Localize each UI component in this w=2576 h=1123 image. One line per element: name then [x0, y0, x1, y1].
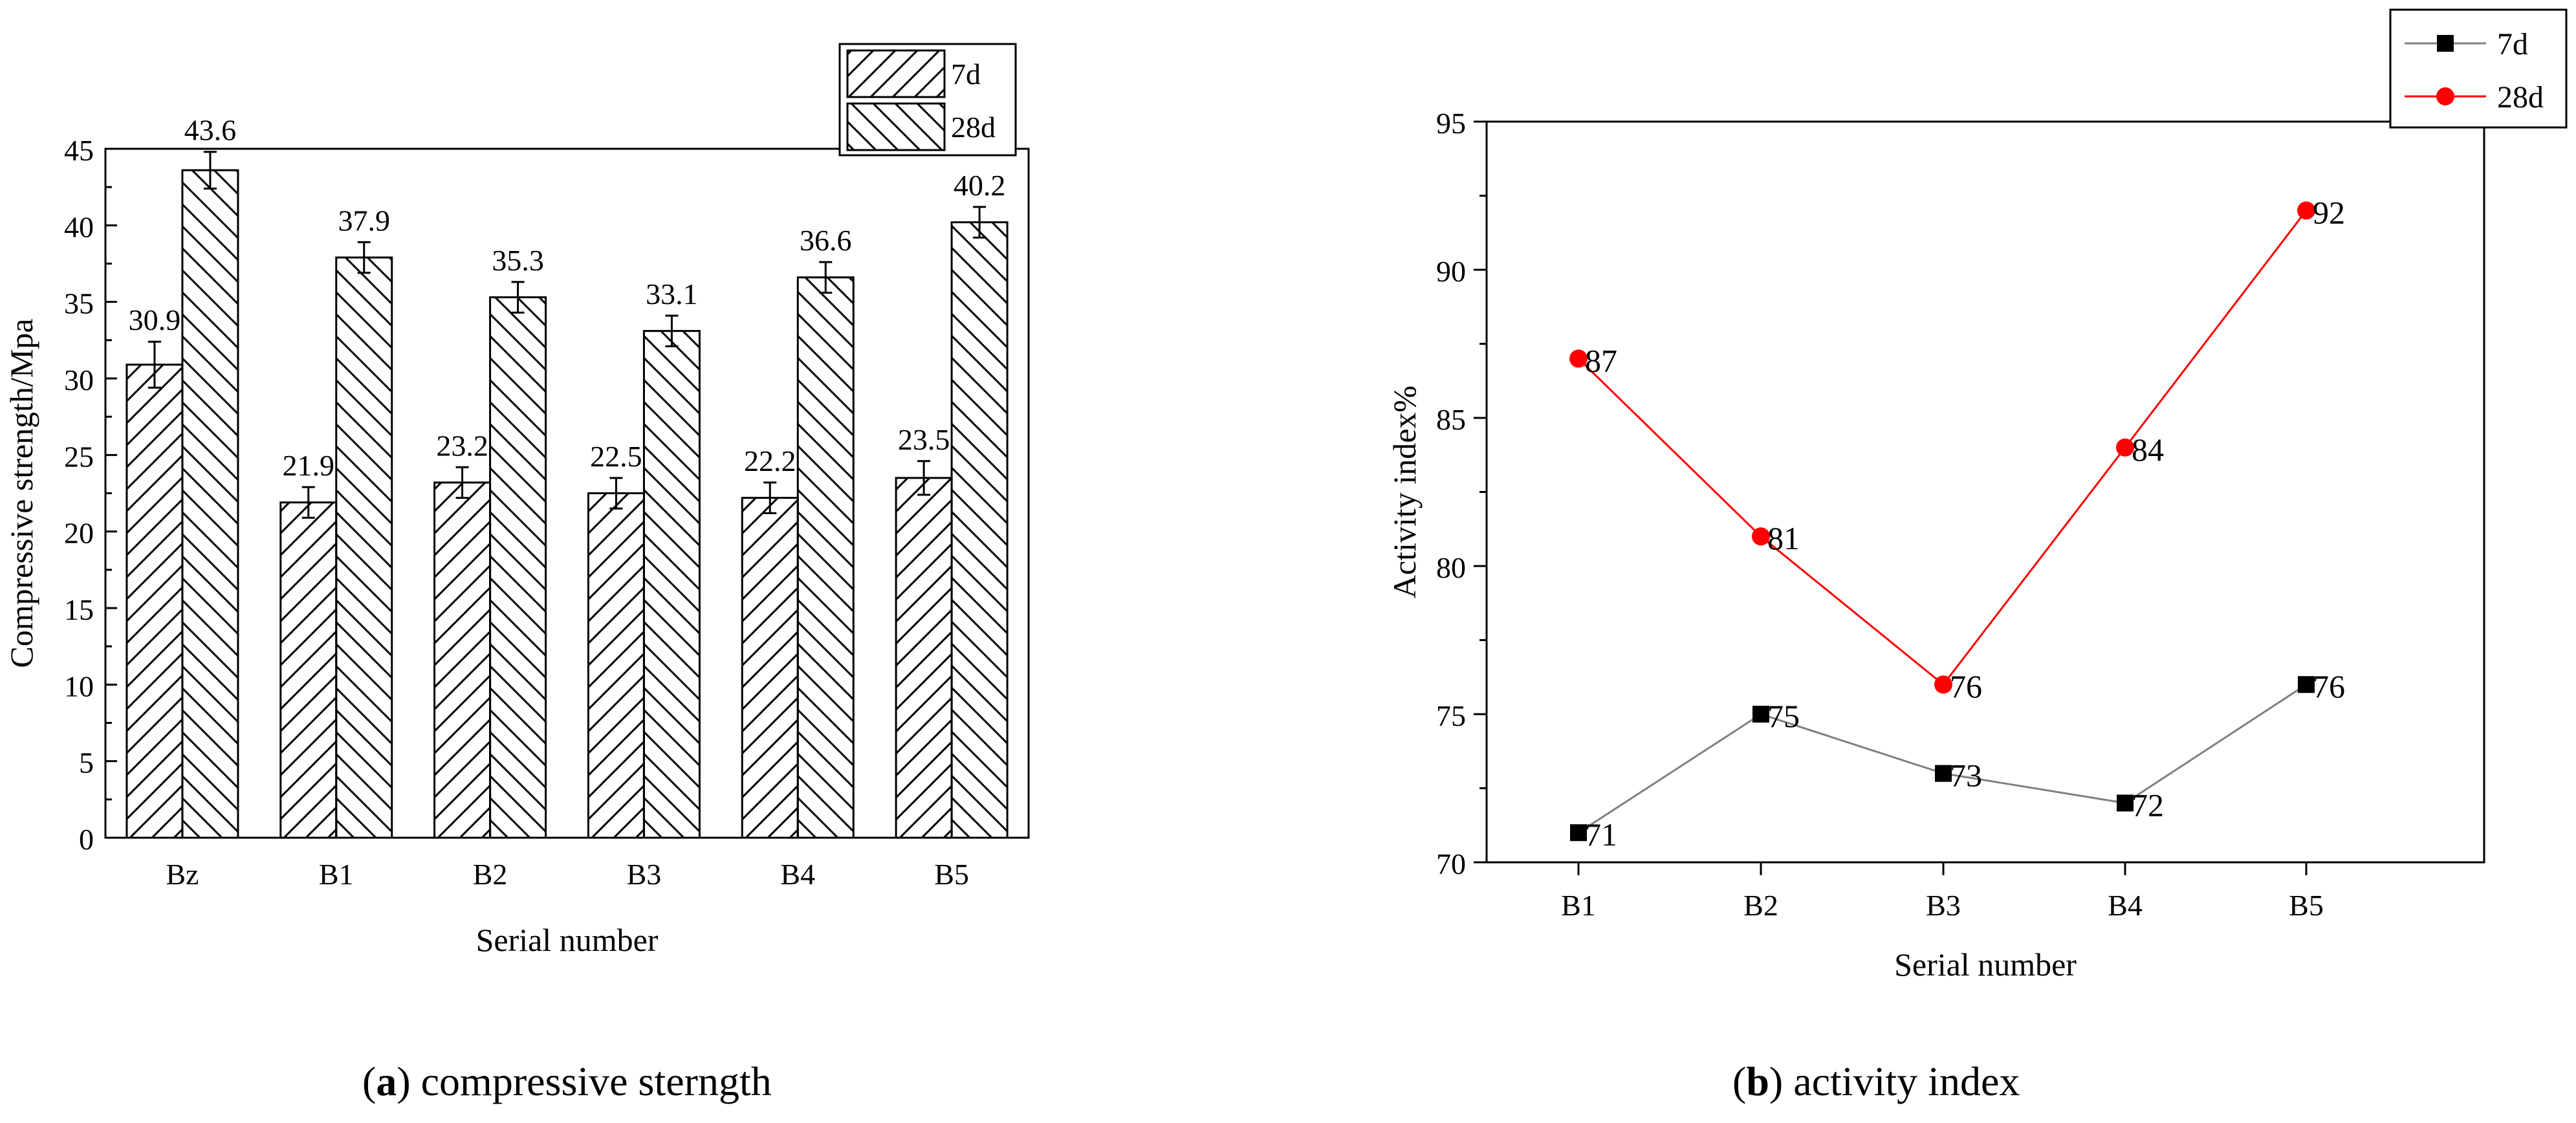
bar-7d	[587, 492, 645, 839]
x-tick-label: B4	[2108, 889, 2143, 922]
plot-frame	[104, 147, 1030, 839]
legend-marker-7d	[2437, 35, 2454, 52]
bar-28d	[489, 296, 547, 839]
bar-7d	[895, 477, 953, 839]
bar-28d	[335, 256, 393, 839]
line-chart-activity-index: 70 75 80 85 90 95 B1 B2 B3 B4 B5 71 75 73 72 76 87 81 76 84…	[1386, 8, 2568, 983]
data-label: 22.5	[590, 440, 642, 473]
series-line-7d	[1578, 683, 2307, 834]
plot-frame	[1485, 120, 2485, 864]
y-tick-label: 80	[1436, 551, 1466, 584]
data-label: 23.2	[436, 429, 488, 462]
data-label: 84	[2132, 431, 2164, 468]
x-tick-label: B1	[319, 858, 354, 891]
y-axis-label: Activity index%	[1386, 386, 1423, 598]
data-label: 73	[1950, 758, 1982, 794]
data-label: 37.9	[338, 204, 391, 237]
y-axis-label: Compressive strength/Mpa	[3, 318, 39, 668]
x-tick-label: B5	[934, 858, 969, 891]
x-tick-label: B3	[627, 858, 662, 891]
caption-letter: b	[1746, 1058, 1769, 1104]
x-tick-label: B2	[473, 858, 508, 891]
x-tick-label: B2	[1743, 889, 1778, 922]
legend-swatch-7d	[846, 49, 946, 98]
legend-label-28d: 28d	[951, 111, 996, 144]
x-tick-label: Bz	[166, 858, 199, 891]
data-label: 35.3	[492, 244, 544, 277]
caption-compressive-strength: (a) compressive sterngth	[362, 1058, 772, 1104]
data-label: 71	[1585, 816, 1617, 853]
y-tick-label: 25	[64, 440, 94, 473]
y-tick-label: 0	[79, 823, 94, 856]
legend-box	[2389, 8, 2568, 129]
x-axis-label: Serial number	[1894, 946, 2077, 983]
point-28d	[1934, 675, 1952, 694]
y-tick-label: 35	[64, 287, 94, 320]
legend-label-7d: 7d	[951, 58, 981, 91]
y-tick-label: 5	[79, 747, 94, 780]
x-tick-label: B4	[780, 858, 815, 891]
y-tick-label: 10	[64, 670, 94, 703]
data-label: 87	[1585, 342, 1617, 378]
y-tick-label: 70	[1436, 847, 1466, 880]
caption-letter: a	[376, 1058, 397, 1104]
data-label: 30.9	[129, 303, 181, 336]
y-tick-label: 45	[64, 134, 94, 167]
bar-28d	[950, 221, 1009, 839]
data-label: 21.9	[283, 449, 335, 482]
data-label: 76	[1950, 668, 1982, 704]
y-tick-label: 40	[64, 210, 94, 243]
data-label: 72	[2132, 787, 2164, 823]
data-label: 92	[2313, 194, 2345, 230]
bar-7d	[741, 497, 799, 839]
data-label: 40.2	[954, 169, 1006, 202]
y-tick-label: 20	[64, 517, 94, 550]
bar-7d	[279, 501, 338, 839]
point-28d	[1752, 527, 1770, 546]
legend-label-28d: 28d	[2497, 80, 2544, 114]
point-28d	[1569, 349, 1588, 368]
data-label: 75	[1767, 698, 1800, 734]
data-label: 23.5	[898, 423, 950, 456]
caption-text: activity index	[1793, 1058, 2020, 1104]
bar-28d	[181, 169, 239, 839]
point-7d	[2298, 676, 2315, 693]
bar-28d	[796, 276, 855, 839]
data-label: 81	[1767, 520, 1800, 556]
bar-chart-compressive-strength: 0 5 10 15 20 25 30 35 40 45 Bz 30.9 43.6 B1 21.9 37.9 B2…	[3, 43, 1030, 958]
point-28d	[2116, 438, 2134, 457]
x-tick-label: B5	[2289, 889, 2324, 922]
y-tick-label: 90	[1436, 255, 1466, 288]
x-tick-label: B3	[1926, 889, 1961, 922]
data-label: 33.1	[646, 278, 698, 311]
legend-swatch-28d	[846, 102, 946, 151]
legend-marker-28d	[2436, 87, 2454, 105]
x-tick-label: B1	[1561, 889, 1596, 922]
point-7d	[2117, 794, 2134, 812]
x-axis-label: Serial number	[476, 922, 659, 958]
caption-text: compressive sterngth	[420, 1058, 772, 1104]
bar-7d	[433, 481, 492, 839]
bar-7d	[126, 364, 184, 839]
y-tick-label: 30	[64, 364, 94, 397]
point-7d	[1935, 765, 1952, 782]
point-28d	[2297, 201, 2315, 220]
caption-activity-index: (b) activity index	[1732, 1058, 2020, 1104]
legend-label-7d: 7d	[2497, 27, 2528, 61]
y-tick-label: 95	[1436, 107, 1466, 140]
data-label: 22.2	[744, 444, 796, 477]
point-7d	[1570, 824, 1587, 842]
data-label: 76	[2313, 668, 2345, 704]
y-tick-label: 85	[1436, 403, 1466, 436]
point-7d	[1752, 706, 1769, 723]
y-tick-label: 75	[1436, 699, 1466, 732]
data-label: 36.6	[800, 224, 852, 257]
series-line-28d	[1577, 210, 2308, 686]
y-tick-label: 15	[64, 593, 94, 626]
data-label: 43.6	[184, 114, 237, 147]
bar-28d	[642, 330, 701, 839]
